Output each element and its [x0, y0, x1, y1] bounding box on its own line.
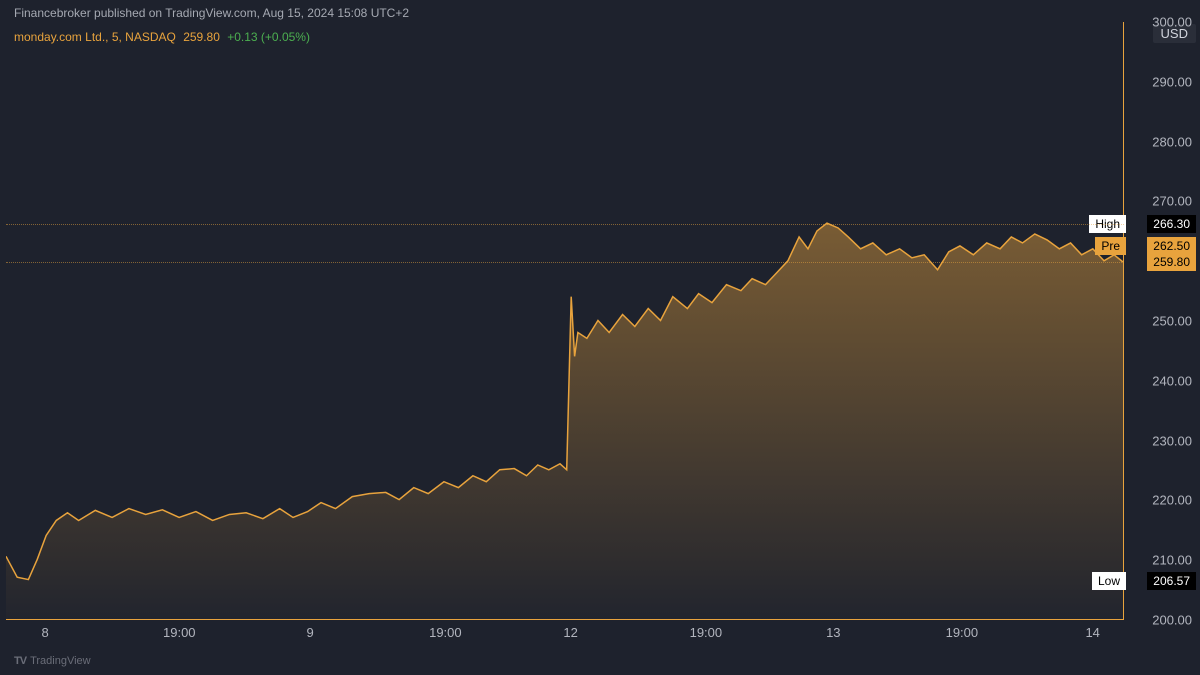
marker-low-value: 206.57	[1147, 572, 1196, 590]
marker-high-value: 266.30	[1147, 215, 1196, 233]
y-axis-label: 300.00	[1152, 15, 1192, 30]
x-axis-label: 12	[563, 625, 577, 640]
y-axis-label: 280.00	[1152, 134, 1192, 149]
x-axis-label: 9	[306, 625, 313, 640]
y-axis-label: 210.00	[1152, 553, 1192, 568]
y-axis-label: 220.00	[1152, 493, 1192, 508]
x-axis-label: 19:00	[946, 625, 979, 640]
x-axis-label: 8	[42, 625, 49, 640]
x-axis-label: 19:00	[690, 625, 723, 640]
x-axis: 8 19:00 9 19:00 12 19:00 13 19:00 14	[6, 621, 1124, 643]
y-axis-label: 230.00	[1152, 433, 1192, 448]
y-axis-label: 270.00	[1152, 194, 1192, 209]
marker-pre-label: Pre	[1095, 237, 1126, 255]
x-axis-label: 13	[826, 625, 840, 640]
y-axis-label: 290.00	[1152, 74, 1192, 89]
chart-plot-area[interactable]	[6, 22, 1124, 620]
publish-info: Financebroker published on TradingView.c…	[14, 6, 409, 20]
x-axis-label: 14	[1085, 625, 1099, 640]
marker-current-value: 259.80	[1147, 253, 1196, 271]
chart-reference-line	[6, 262, 1124, 263]
y-axis-label: 250.00	[1152, 314, 1192, 329]
footer-brand-text: TradingView	[30, 655, 91, 667]
marker-low-label: Low	[1092, 572, 1126, 590]
chart-svg	[6, 22, 1123, 619]
footer-brand: TV TradingView	[14, 655, 91, 667]
y-axis-label: 200.00	[1152, 613, 1192, 628]
x-axis-label: 19:00	[429, 625, 462, 640]
chart-reference-line	[6, 224, 1124, 225]
y-axis-label: 240.00	[1152, 373, 1192, 388]
tradingview-icon: TV	[14, 655, 26, 667]
x-axis-label: 19:00	[163, 625, 196, 640]
